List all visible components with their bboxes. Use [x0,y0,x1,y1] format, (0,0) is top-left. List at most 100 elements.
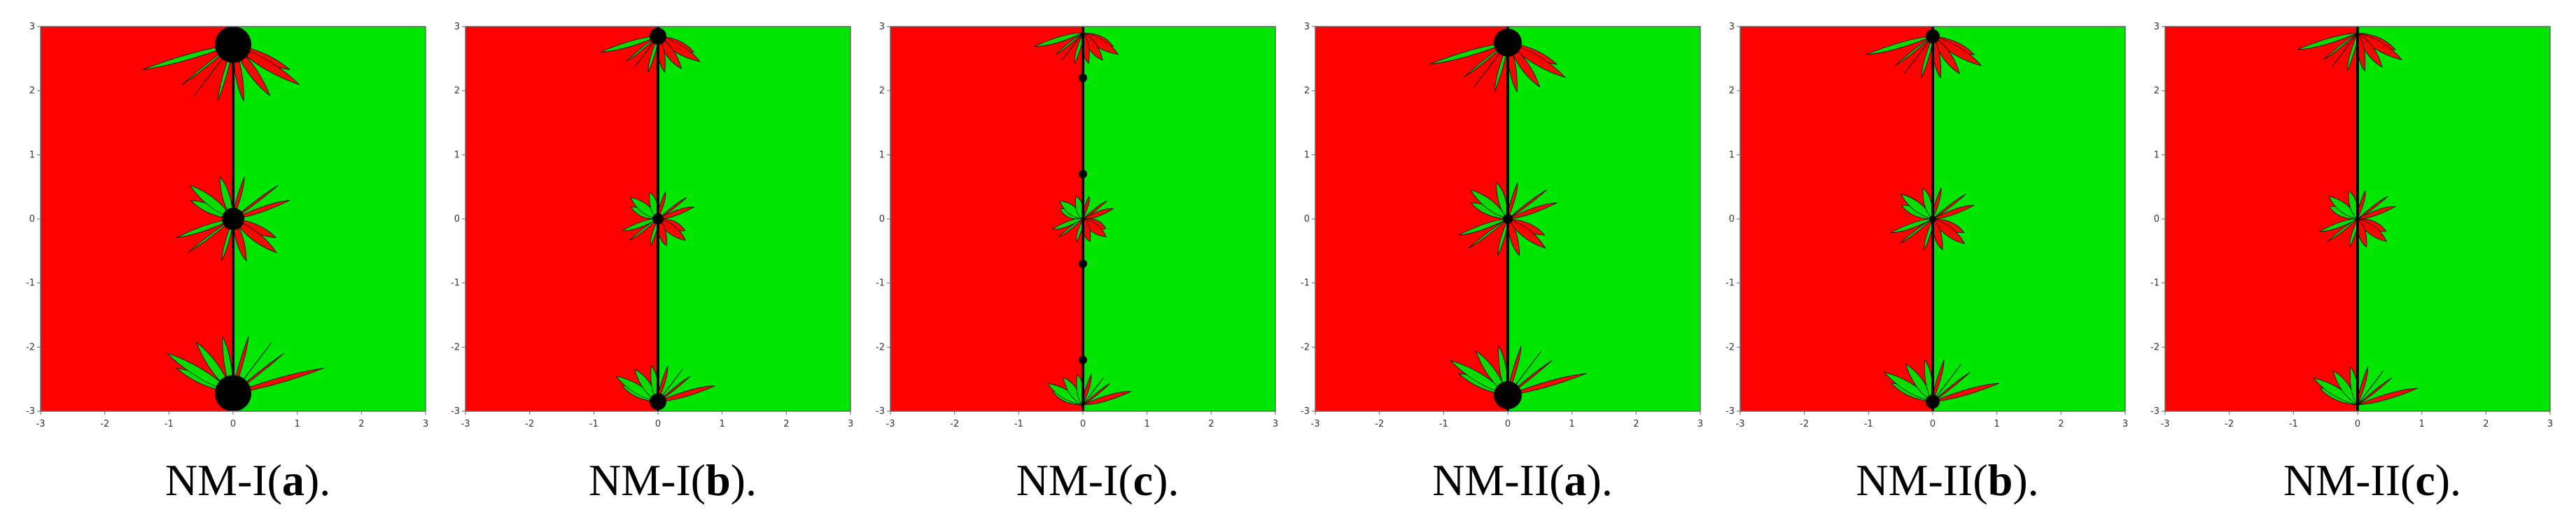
y-tick-label: 3 [1304,22,1310,32]
basin-region-right [2358,27,2550,411]
y-tick-label: -2 [876,342,885,352]
x-tick-label: -3 [1311,419,1320,429]
x-tick-label: 0 [2355,419,2360,429]
basin-petal [2297,32,2358,50]
panel-caption: NM-II(b). [1733,458,2162,503]
x-tick-label: -1 [1864,419,1873,429]
divergent-cluster [1494,381,1522,410]
y-tick-label: -2 [1726,342,1735,352]
divergent-cluster [1503,214,1513,224]
x-tick-label: 0 [1080,419,1086,429]
y-tick-label: 1 [454,150,460,160]
y-tick-label: 0 [454,214,460,224]
panel-caption: NM-II(c). [2158,458,2576,503]
x-tick-label: 1 [720,419,725,429]
panel-caption: NM-I(a). [34,458,462,503]
x-tick-label: -2 [1375,419,1384,429]
basin-petal [2357,196,2388,220]
fractal-boundary [1034,31,1132,406]
caption-prefix: NM-II( [2283,455,2416,505]
x-tick-label: 0 [230,419,236,429]
basin-petal [1034,32,1084,47]
basin-petal [1932,205,1975,220]
x-tick-label: 0 [1505,419,1511,429]
x-tick-label: 1 [1144,419,1150,429]
caption-suffix: ). [1153,455,1180,505]
x-tick-label: 0 [1930,419,1935,429]
fractal-boundary [1865,35,2000,403]
basin-petal [1904,36,1933,74]
panel-nm-ii-c: -3 -2 -1 0 1 2 3 3 2 1 0 -1 -2 -3 NM-II(c). [2150,21,2576,511]
x-tick-label: 1 [295,419,300,429]
y-tick-label: -3 [1301,406,1310,417]
y-tick-label: -3 [2150,406,2160,417]
y-tick-label: 2 [879,86,885,97]
basin-petal [1507,373,1587,396]
panel-caption: NM-II(a). [1308,458,1737,503]
basin-petal [600,36,659,52]
basin-plot: -3 -2 -1 0 1 2 3 3 2 1 0 -1 -2 -3 [26,22,428,429]
basin-petal [1507,218,1546,249]
y-tick-label: 0 [1304,214,1310,224]
basin-petal [1082,377,1104,406]
x-tick-label: 2 [783,419,789,429]
y-tick-label: 2 [1304,86,1310,97]
basin-petal [2357,387,2418,406]
divergent-cluster [1926,394,1940,409]
divergent-dot [1079,259,1087,269]
y-tick-label: 3 [2154,22,2160,32]
basin-petal [2323,32,2358,60]
divergent-cluster [650,27,666,45]
x-tick-label: 2 [2483,419,2488,429]
x-tick-label: 0 [655,419,661,429]
divergent-cluster [1929,215,1936,222]
caption-suffix: ). [2435,455,2462,505]
basin-petal [232,218,277,254]
basin-petal [657,385,716,402]
basin-petal [167,352,234,394]
basin-plot: -3 -2 -1 0 1 2 3 3 2 1 0 -1 -2 -3 [1301,22,1703,429]
basin-petal [2327,218,2358,242]
y-tick-label: -3 [876,406,885,417]
y-tick-label: -1 [26,278,35,289]
x-tick-label: -2 [1800,419,1809,429]
basin-petal [2357,370,2384,406]
basin-petal [1865,36,1933,55]
y-tick-label: 1 [29,150,35,160]
basin-plot: -3 -2 -1 0 1 2 3 3 2 1 0 -1 -2 -3 [1726,22,2128,429]
y-tick-label: -3 [26,406,35,417]
basin-petal [176,218,234,238]
y-tick-label: -2 [26,342,35,352]
basin-petal [1932,371,1970,402]
basin-petal [1469,189,1508,220]
basin-petal [657,376,691,402]
x-tick-label: -1 [2289,419,2298,429]
caption-letter: b [1987,455,2013,505]
x-tick-label: 3 [2547,419,2553,429]
basin-region-left [465,27,658,411]
basin-petal [1899,218,1933,244]
y-tick-label: -3 [451,406,460,417]
caption-letter: c [1133,455,1154,505]
x-tick-label: -3 [2161,419,2170,429]
caption-suffix: ). [1586,455,1613,505]
basin-petal [1429,42,1508,65]
basin-petal [1051,218,1084,230]
y-tick-label: -1 [876,278,885,289]
panel-nm-ii-a: -3 -2 -1 0 1 2 3 3 2 1 0 -1 -2 -3 NM-II(a). [1301,21,1737,511]
y-tick-label: -2 [2150,342,2160,352]
y-tick-label: 2 [454,86,460,97]
basin-region-left [2165,27,2358,411]
x-tick-label: 2 [358,419,364,429]
x-tick-label: 2 [1208,419,1214,429]
caption-prefix: NM-I( [164,455,282,505]
basin-region-right [1933,27,2125,411]
x-tick-label: 3 [848,419,853,429]
panel-nm-i-a: -3 -2 -1 0 1 2 3 3 2 1 0 -1 -2 -3 NM-I(a). [26,21,462,511]
divergent-cluster [652,213,664,224]
x-tick-label: 1 [2419,419,2425,429]
x-tick-label: -2 [950,419,959,429]
basin-petal [189,184,234,220]
basin-petal [188,218,234,253]
basin-petal [2318,218,2359,232]
